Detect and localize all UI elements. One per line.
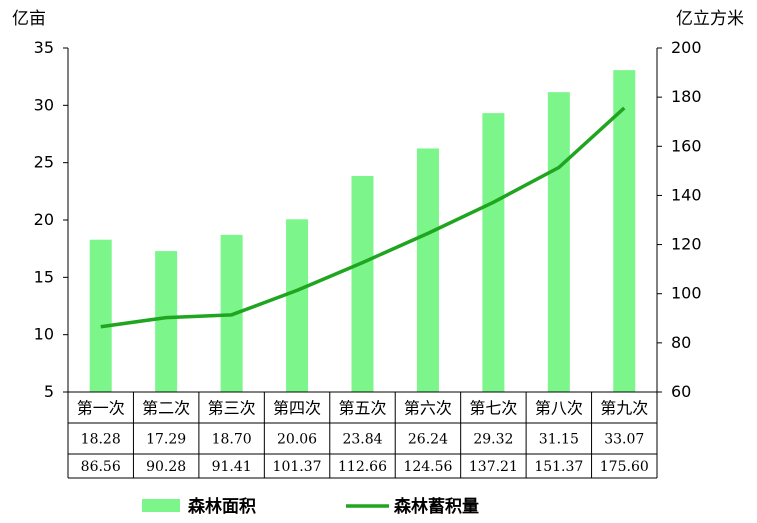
category-label: 第三次 [208,399,256,418]
right-tick-label: 160 [671,136,702,155]
bar-6 [416,148,439,392]
right-axis-title: 亿立方米 [676,9,744,29]
table-cell: 137.21 [469,459,518,475]
table-cell: 29.32 [473,432,513,448]
bar-8 [547,92,570,392]
left-axis-title: 亿亩 [12,9,46,29]
bar-4 [286,219,309,392]
data-table: 第一次 第二次 第三次 第四次 第五次 第六次 第七次 第八次 第九次 18.28 17.29 18.… [68,391,657,479]
table-cell: 18.70 [212,432,252,448]
right-tick-label: 140 [671,185,702,204]
table-cell: 17.29 [146,432,186,448]
table-cell: 23.84 [342,432,382,448]
line-series-volume [100,106,626,329]
axes: 5 10 15 20 25 30 35 60 80 100 120 140 160 180 200 [34,38,702,478]
bar-1 [89,239,112,392]
category-label: 第六次 [404,399,452,418]
left-tick-label: 30 [34,95,54,114]
table-cell: 151.37 [534,459,583,475]
bar-5 [351,175,374,392]
bar-series-area [89,70,636,392]
table-cell: 112.66 [338,459,387,475]
category-label: 第一次 [77,399,125,418]
left-tick-label: 20 [34,210,54,229]
table-cell: 20.06 [277,432,317,448]
right-tick-label: 80 [671,333,691,352]
left-tick-label: 5 [44,382,54,401]
category-label: 第九次 [600,399,648,418]
left-tick-label: 25 [34,153,54,172]
table-cell: 124.56 [403,459,452,475]
right-tick-label: 180 [671,87,702,106]
table-cell: 90.28 [146,459,186,475]
table-cell: 26.24 [408,432,448,448]
category-label: 第四次 [273,399,321,418]
category-label: 第八次 [535,399,583,418]
table-cell: 91.41 [212,459,252,475]
left-tick-label: 15 [34,267,54,286]
right-tick-label: 100 [671,284,702,303]
right-tick-label: 60 [671,382,691,401]
bar-2 [155,251,178,392]
volume-line [100,106,626,329]
category-label: 第七次 [469,399,517,418]
legend-label-area: 森林面积 [188,496,256,517]
left-tick-label: 10 [34,325,54,344]
bar-7 [482,113,505,392]
table-cell: 33.07 [604,432,644,448]
bar-9 [613,70,636,392]
table-cell: 101.37 [273,459,322,475]
legend-label-volume: 森林蓄积量 [394,496,479,517]
right-tick-label: 200 [671,38,702,57]
legend-swatch-area [142,499,180,512]
left-tick-label: 35 [34,38,54,57]
table-cell: 175.60 [600,459,649,475]
category-label: 第二次 [142,399,190,418]
legend: 森林面积 森林蓄积量 [142,496,479,517]
category-label: 第五次 [338,399,386,418]
right-tick-label: 120 [671,235,702,254]
table-cell: 31.15 [539,432,579,448]
table-cell: 18.28 [81,432,121,448]
table-cell: 86.56 [81,459,121,475]
